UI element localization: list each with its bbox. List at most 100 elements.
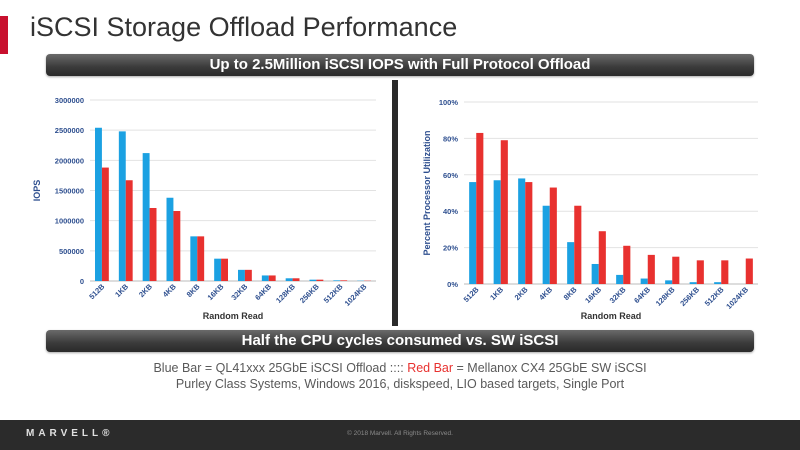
bar-offload [567,242,575,284]
y-tick-label: 2000000 [55,156,84,165]
y-tick-label: 2500000 [55,126,84,135]
iops-headline-banner: Up to 2.5Million iSCSI IOPS with Full Pr… [46,54,754,76]
x-tick-label: 2KB [137,282,154,299]
bar-software [292,278,300,281]
x-tick-label: 2KB [513,285,530,302]
y-tick-label: 100% [439,98,459,107]
cpu-utilization-chart: 0% 20% 40% 60% 80% 100% 512B 1KB 2KB 4KB 8KB 16KB 32… [422,98,758,321]
x-tick-label: 32KB [229,282,249,302]
cpu-headline-banner: Half the CPU cycles consumed vs. SW iSCS… [46,330,754,352]
bar-software [500,140,508,284]
bar-offload [689,282,697,284]
x-tick-label: 4KB [161,282,178,299]
copyright-text: © 2018 Marvell. All Rights Reserved. [347,430,453,437]
legend-line-1: Blue Bar = QL41xxx 25GbE iSCSI Offload :… [0,361,800,375]
y-tick-label: 40% [443,207,458,216]
bar-offload [214,258,222,281]
bar-software [197,236,205,281]
bar-offload [190,236,198,281]
x-tick-label: 128KB [654,285,677,308]
y-tick-label: 3000000 [55,96,84,105]
y-tick-label: 1000000 [55,217,84,226]
legend-red-label: Red Bar [407,361,454,375]
bar-offload [118,131,126,281]
title-accent-bar [0,16,8,54]
bar-offload [333,280,341,281]
slide-title: iSCSI Storage Offload Performance [30,12,458,42]
bar-software [244,269,252,281]
x-tick-label: 512B [462,285,481,304]
bar-offload [285,278,293,281]
bar-offload [261,275,269,281]
bar-software [745,258,753,284]
bar-offload [616,274,624,284]
bar-offload [542,205,550,284]
x-axis-title: Random Read [203,311,264,321]
bar-software [221,258,228,281]
bar-offload [469,182,477,284]
bar-software [525,182,533,284]
x-tick-label: 1KB [113,282,130,299]
bar-offload [640,278,648,284]
bar-software [598,231,606,284]
bar-software [125,180,133,281]
x-tick-label: 4KB [537,285,554,302]
bar-software [476,132,484,284]
x-tick-label: 1024KB [724,285,750,311]
y-axis-title: IOPS [32,180,42,202]
x-tick-label: 512B [87,282,106,301]
x-tick-label: 16KB [583,285,603,305]
x-tick-label: 16KB [206,282,226,302]
bar-software [268,275,276,281]
x-tick-label: 8KB [185,282,202,299]
marvell-logo: MARVELL® [26,428,114,439]
bar-software [623,245,631,284]
bar-offload [591,263,599,284]
bar-offload [238,269,245,281]
bar-software [696,260,704,284]
bar-offload [95,127,102,282]
footer-bar: MARVELL® © 2018 Marvell. All Rights Rese… [0,420,800,450]
y-tick-label: 500000 [59,247,84,256]
x-tick-label: 1KB [488,285,505,302]
iops-chart: 0 500000 1000000 1500000 2000000 2500000 30000… [32,96,376,321]
bar-offload [166,197,174,281]
bar-software [101,167,109,281]
y-tick-label: 80% [443,134,458,143]
legend-red-text: = Mellanox CX4 25GbE SW iSCSI [456,361,647,375]
chart-divider [392,80,398,326]
x-tick-label: 512KB [703,285,726,308]
x-tick-label: 256KB [298,282,321,305]
legend-line-2: Purley Class Systems, Windows 2016, disk… [175,377,625,391]
bar-offload [493,180,501,284]
bar-offload [518,178,526,284]
bar-software [316,279,324,281]
y-tick-label: 0 [80,277,84,286]
bar-software [149,207,157,281]
y-tick-label: 60% [443,171,458,180]
x-tick-label: 1024KB [343,282,369,308]
x-axis-title: Random Read [581,311,642,321]
bar-software [340,280,348,281]
x-tick-label: 8KB [562,285,579,302]
y-tick-label: 20% [443,244,458,253]
bar-offload [309,279,317,281]
x-tick-label: 256KB [678,285,701,308]
bar-software [647,254,655,284]
bar-software [549,187,557,284]
legend-blue-text: Blue Bar = QL41xxx 25GbE iSCSI Offload :… [153,361,404,375]
bar-offload [714,282,722,284]
x-tick-label: 32KB [608,285,628,305]
y-tick-label: 1500000 [55,187,84,196]
bar-offload [665,280,673,284]
x-tick-label: 64KB [253,282,273,302]
y-tick-label: 0% [447,280,458,289]
bar-software [721,260,729,284]
bar-software [173,211,181,281]
x-tick-label: 128KB [274,282,297,305]
bar-software [672,256,680,284]
bar-offload [142,153,150,281]
x-tick-label: 64KB [632,285,652,305]
bar-software [574,205,582,284]
y-axis-title: Percent Processor Utilization [422,130,432,255]
